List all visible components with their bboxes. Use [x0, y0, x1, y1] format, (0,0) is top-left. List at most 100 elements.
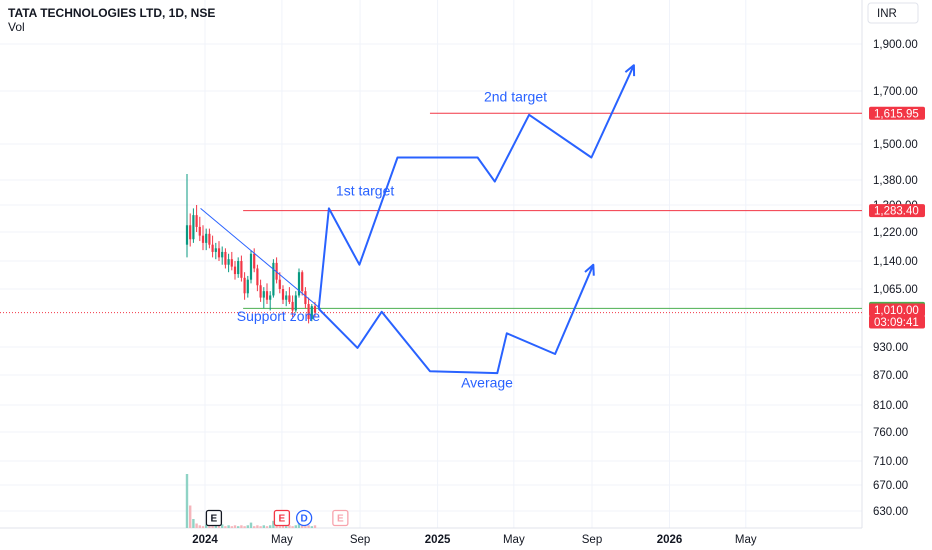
x-tick-label: Sep — [582, 534, 602, 546]
candle-body — [269, 295, 272, 300]
candle-body — [272, 262, 275, 296]
event-badge[interactable] — [332, 509, 349, 527]
horizontal-lines — [0, 112, 862, 314]
candle-body — [243, 277, 246, 294]
candle-body — [195, 215, 198, 227]
annotation-label: Average — [461, 375, 513, 391]
y-tick-label: 670.00 — [873, 480, 908, 492]
volume-bar — [294, 525, 297, 528]
annotation-label: Support zone — [237, 308, 320, 324]
event-letter: D — [301, 514, 308, 525]
volume-bar — [208, 526, 211, 528]
candle-body — [237, 261, 240, 275]
candle-body — [301, 272, 304, 292]
volume-bar — [211, 526, 214, 528]
candle-body — [259, 285, 262, 298]
volume-bar — [230, 526, 233, 528]
time-axis[interactable]: 2024 May Sep 2025 May Sep 2026 May — [192, 534, 757, 546]
candle-body — [240, 261, 243, 278]
volume-bar — [214, 525, 217, 528]
y-tick-label: 810.00 — [873, 400, 908, 412]
volume-bar — [297, 522, 301, 528]
currency-button-frame — [867, 2, 919, 24]
volume-bar — [262, 525, 265, 528]
candle-body — [291, 301, 294, 311]
y-tick-label: 1,140.00 — [873, 256, 918, 268]
volume-bar — [253, 526, 256, 528]
annotations: 2nd target 1st target Support zone Average — [237, 89, 547, 391]
candle-body — [208, 233, 211, 245]
candle-body — [221, 251, 224, 258]
volume-bar — [291, 526, 294, 528]
y-tick-label: 630.00 — [873, 506, 908, 518]
trendline — [200, 207, 321, 310]
candle-body — [201, 235, 205, 243]
volume-bar — [278, 526, 281, 528]
y-tick-label: 930.00 — [873, 342, 908, 354]
bullish-path-arrow — [624, 64, 636, 77]
price-tag-label: 1,010.00 — [874, 305, 919, 317]
volume-bar — [281, 525, 285, 528]
volume-bar — [201, 526, 205, 528]
volume-bar — [256, 525, 259, 528]
y-tick-label: 870.00 — [873, 370, 908, 382]
y-tick-label: 1,220.00 — [873, 227, 918, 239]
y-tick-label: 1,500.00 — [873, 139, 918, 151]
candle-body — [275, 262, 278, 280]
x-tick-label: 2024 — [192, 534, 218, 546]
price-axis[interactable]: 630.00 670.00 710.00 760.00 810.00 870.00 930.… — [873, 39, 918, 518]
volume-bar — [227, 525, 230, 528]
bearish-path — [317, 264, 595, 375]
candle-body — [205, 233, 208, 243]
volume-bar — [240, 525, 243, 528]
candle-body — [313, 306, 317, 313]
y-tick-label: 1,900.00 — [873, 39, 918, 51]
volume-bar — [275, 525, 278, 528]
event-badge[interactable] — [205, 509, 223, 527]
volume-bar — [310, 526, 313, 528]
y-tick-label: 760.00 — [873, 427, 908, 439]
currency-label: INR — [877, 8, 897, 20]
x-tick-label: Sep — [350, 534, 370, 546]
currency-button[interactable]: INR — [867, 2, 919, 24]
candle-body — [307, 304, 310, 320]
candle-body — [265, 291, 269, 300]
volume-bar — [198, 525, 201, 528]
candle-body — [288, 295, 291, 302]
volume-bar — [237, 526, 240, 528]
volume-bar — [313, 525, 317, 528]
bearish-path-arrow — [584, 263, 595, 276]
volume-bar — [243, 526, 246, 528]
volume-bar — [307, 525, 310, 528]
candle-body — [246, 279, 249, 294]
y-tick-label: 710.00 — [873, 456, 908, 468]
volume-bar — [249, 522, 253, 528]
candle-body — [310, 306, 313, 320]
candle-body — [224, 251, 227, 265]
volume-bar — [246, 525, 249, 528]
candle-body — [281, 289, 285, 300]
candle-body — [211, 244, 214, 252]
event-letter: E — [279, 514, 286, 525]
annotation-label: 2nd target — [484, 89, 547, 105]
candle-body — [227, 259, 230, 265]
volume-bar — [221, 524, 224, 528]
event-badge[interactable] — [273, 509, 291, 527]
x-tick-label: May — [735, 534, 757, 546]
candle-body — [294, 295, 297, 311]
candle-body — [185, 225, 189, 245]
candle-body — [253, 253, 256, 269]
volume-bar — [189, 505, 192, 528]
volume-bar — [288, 525, 291, 528]
volume-bar — [269, 525, 272, 528]
x-tick-label: 2025 — [425, 534, 451, 546]
volume-bar — [233, 525, 237, 528]
candle-body — [256, 268, 259, 286]
event-badge[interactable] — [295, 509, 313, 527]
candle-body — [189, 225, 192, 240]
volume-bar — [217, 525, 221, 528]
volume-bar — [272, 520, 275, 528]
